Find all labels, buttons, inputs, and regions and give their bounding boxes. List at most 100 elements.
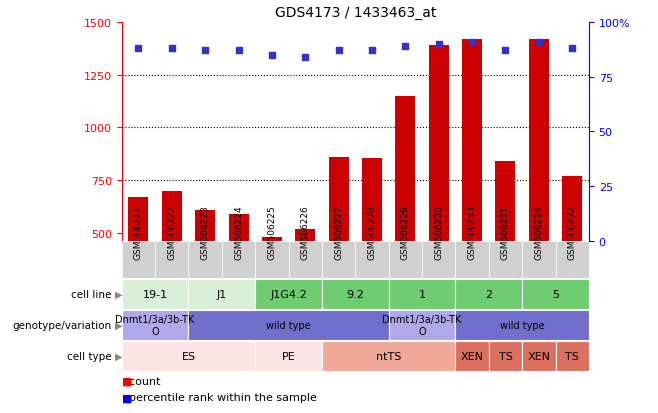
Bar — [122, 311, 188, 340]
Bar — [455, 341, 489, 371]
Bar — [555, 341, 589, 371]
Bar — [255, 242, 289, 279]
Bar — [389, 311, 455, 340]
Text: ■: ■ — [122, 376, 132, 386]
Bar — [389, 280, 455, 309]
Text: XEN: XEN — [527, 351, 550, 361]
Point — [133, 46, 143, 52]
Text: Dnmt1/3a/3b-TK
O: Dnmt1/3a/3b-TK O — [382, 314, 462, 336]
Point — [567, 46, 578, 52]
Bar — [328, 157, 349, 338]
Text: genotype/variation: genotype/variation — [13, 320, 112, 330]
Bar — [155, 242, 188, 279]
Text: GSM506227: GSM506227 — [334, 205, 343, 259]
Bar — [289, 242, 322, 279]
Bar — [462, 40, 482, 338]
Bar — [389, 242, 422, 279]
Bar — [128, 197, 149, 338]
Point — [166, 46, 177, 52]
Text: J1G4.2: J1G4.2 — [270, 289, 307, 299]
Bar — [489, 341, 522, 371]
Bar — [188, 242, 222, 279]
Bar — [522, 341, 555, 371]
Text: GSM506232: GSM506232 — [568, 205, 576, 259]
Text: ntTS: ntTS — [376, 351, 401, 361]
Point — [434, 41, 444, 48]
Text: GSM506228: GSM506228 — [368, 205, 376, 259]
Bar — [162, 191, 182, 338]
Bar — [362, 159, 382, 338]
Bar — [495, 161, 515, 338]
Text: TS: TS — [565, 351, 579, 361]
Bar — [255, 341, 322, 371]
Text: XEN: XEN — [461, 351, 484, 361]
Bar — [522, 280, 589, 309]
Bar — [422, 242, 455, 279]
Text: 5: 5 — [552, 289, 559, 299]
Text: Dnmt1/3a/3b-TK
O: Dnmt1/3a/3b-TK O — [115, 314, 195, 336]
Text: J1: J1 — [216, 289, 227, 299]
Point — [534, 39, 544, 46]
Bar — [262, 237, 282, 338]
Text: GSM506222: GSM506222 — [167, 205, 176, 259]
Text: GSM506221: GSM506221 — [134, 205, 143, 259]
Text: GSM506224: GSM506224 — [234, 205, 243, 259]
Bar — [188, 311, 389, 340]
Text: cell type: cell type — [67, 351, 112, 361]
Point — [467, 39, 478, 46]
Title: GDS4173 / 1433463_at: GDS4173 / 1433463_at — [274, 6, 436, 20]
Point — [334, 48, 344, 55]
Text: wild type: wild type — [266, 320, 311, 330]
Bar — [355, 242, 389, 279]
Text: TS: TS — [499, 351, 513, 361]
Text: count: count — [122, 376, 161, 386]
Bar — [562, 176, 582, 338]
Point — [300, 55, 311, 61]
Text: 1: 1 — [418, 289, 426, 299]
Bar — [255, 280, 322, 309]
Text: GSM506225: GSM506225 — [267, 205, 276, 259]
Text: cell line: cell line — [72, 289, 112, 299]
Bar — [322, 280, 389, 309]
Text: ▶: ▶ — [115, 320, 122, 330]
Bar — [529, 40, 549, 338]
Text: GSM506226: GSM506226 — [301, 205, 310, 259]
Text: ES: ES — [182, 351, 195, 361]
Bar — [429, 46, 449, 338]
Bar — [555, 242, 589, 279]
Text: GSM506229: GSM506229 — [401, 205, 410, 259]
Bar — [455, 280, 522, 309]
Text: GSM506231: GSM506231 — [501, 205, 510, 259]
Bar — [489, 242, 522, 279]
Text: ▶: ▶ — [115, 289, 122, 299]
Text: wild type: wild type — [500, 320, 544, 330]
Bar — [455, 242, 489, 279]
Point — [200, 48, 211, 55]
Bar — [322, 341, 455, 371]
Text: 9.2: 9.2 — [346, 289, 365, 299]
Text: percentile rank within the sample: percentile rank within the sample — [122, 392, 316, 402]
Bar — [188, 280, 255, 309]
Text: GSM506223: GSM506223 — [201, 205, 210, 259]
Point — [367, 48, 377, 55]
Text: GSM506230: GSM506230 — [434, 205, 443, 259]
Bar — [122, 242, 155, 279]
Bar — [295, 229, 315, 338]
Point — [400, 43, 411, 50]
Text: 2: 2 — [485, 289, 492, 299]
Bar — [395, 96, 415, 338]
Text: PE: PE — [282, 351, 295, 361]
Text: ▶: ▶ — [115, 351, 122, 361]
Bar — [222, 242, 255, 279]
Bar — [322, 242, 355, 279]
Point — [500, 48, 511, 55]
Bar — [228, 214, 249, 338]
Text: 19-1: 19-1 — [143, 289, 168, 299]
Point — [233, 48, 243, 55]
Bar — [195, 210, 215, 338]
Text: ■: ■ — [122, 392, 132, 402]
Bar — [122, 341, 255, 371]
Bar — [455, 311, 589, 340]
Bar — [122, 280, 188, 309]
Bar — [522, 242, 555, 279]
